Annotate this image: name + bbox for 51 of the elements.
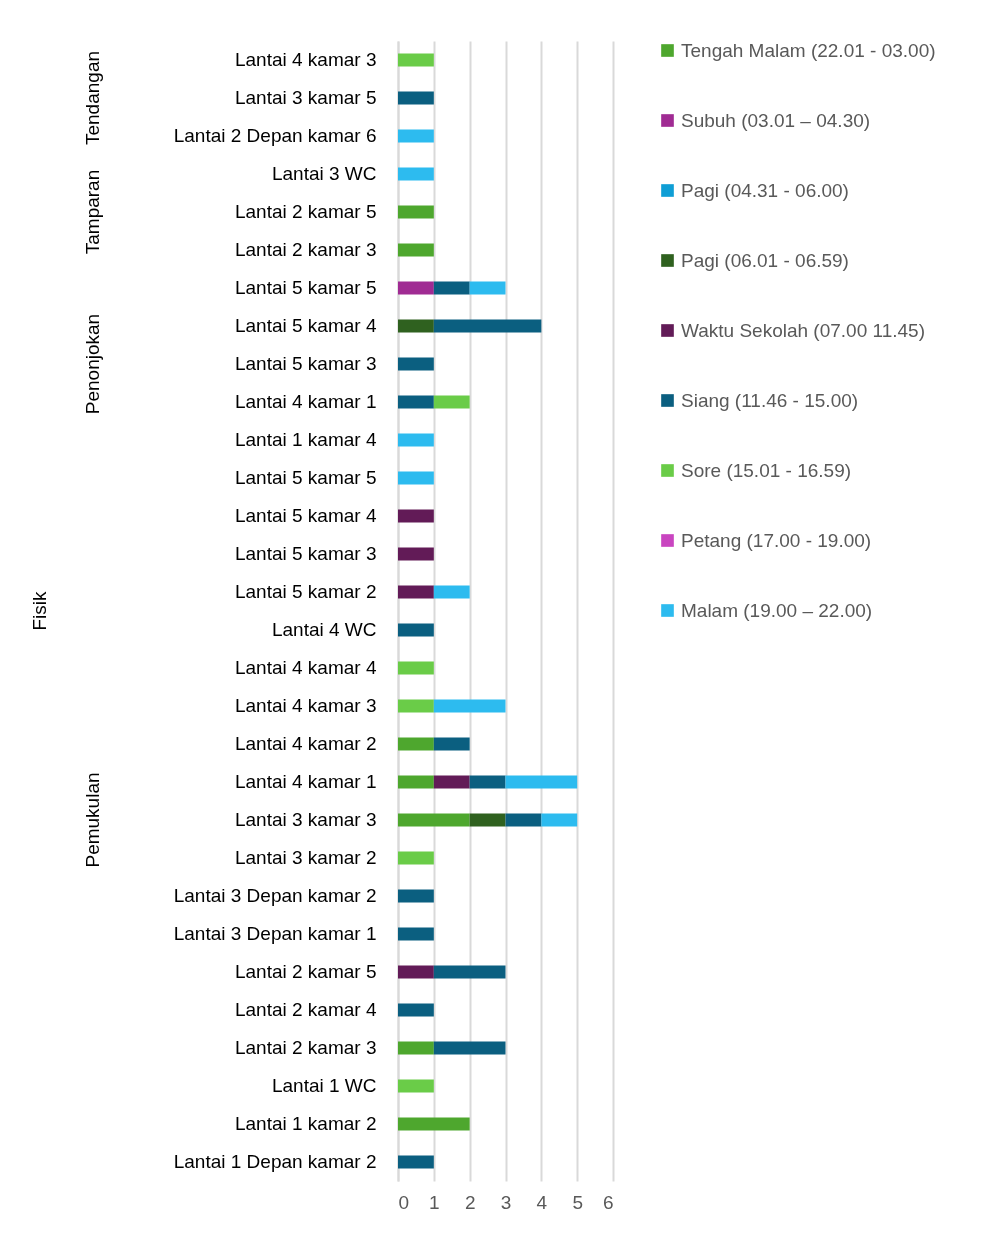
text: Tamparan — [82, 169, 103, 255]
y-tick-label: Lantai 3 Depan kamar 1 — [173, 923, 377, 944]
legend-label: Pagi (04.31 - 06.00) — [681, 179, 849, 201]
y-tick-label: Lantai 4 WC — [271, 619, 377, 640]
x-tick-label: 6 — [602, 1191, 614, 1213]
x-tick-label: 0 — [398, 1191, 410, 1213]
y-tick-label: Lantai 1 kamar 4 — [234, 429, 377, 450]
x-tick-label: 2 — [464, 1191, 476, 1213]
legend-label: Tengah Malam (22.01 - 03.00) — [681, 39, 936, 61]
y-tick-label: Lantai 1 kamar 2 — [234, 1113, 377, 1134]
y-tick-label: Lantai 1 Depan kamar 2 — [173, 1151, 377, 1172]
x-tick-label: 4 — [536, 1191, 548, 1213]
text: Penonjokan — [82, 313, 103, 415]
y-tick-label: Lantai 3 kamar 3 — [234, 809, 377, 830]
y-tick-label: Lantai 3 kamar 2 — [234, 847, 377, 868]
x-tick-label: 3 — [500, 1191, 512, 1213]
legend-label: Subuh (03.01 – 04.30) — [681, 109, 871, 131]
y-tick-label: Lantai 2 kamar 3 — [234, 239, 377, 260]
y-tick-label: Lantai 5 kamar 5 — [234, 467, 377, 488]
y-tick-label: Lantai 2 kamar 5 — [234, 201, 377, 222]
legend-label: Malam (19.00 – 22.00) — [681, 599, 873, 621]
text: Pemukulan — [82, 772, 103, 868]
y-tick-label: Lantai 4 kamar 1 — [234, 771, 377, 792]
legend-label: Sore (15.01 - 16.59) — [681, 459, 852, 481]
y-tick-label: Lantai 4 kamar 1 — [234, 391, 377, 412]
y-tick-label: Lantai 5 kamar 5 — [234, 277, 377, 298]
legend-label: Siang (11.46 - 15.00) — [681, 389, 859, 411]
y-tick-label: Lantai 3 WC — [271, 163, 377, 184]
y-tick-label: Lantai 1 WC — [271, 1075, 377, 1096]
y-tick-label: Lantai 5 kamar 3 — [234, 543, 377, 564]
y-tick-label: Lantai 4 kamar 2 — [234, 733, 377, 754]
y-tick-label: Lantai 4 kamar 4 — [234, 657, 377, 678]
y-tick-label: Lantai 3 kamar 5 — [234, 87, 377, 108]
y-tick-label: Lantai 2 kamar 5 — [234, 961, 377, 982]
y-tick-label: Lantai 4 kamar 3 — [234, 695, 377, 716]
y-tick-label: Lantai 4 kamar 3 — [234, 49, 377, 70]
x-tick-label: 5 — [572, 1191, 583, 1213]
y-tick-label: Lantai 5 kamar 3 — [234, 353, 377, 374]
legend-label: Waktu Sekolah (07.00 11.45) — [681, 319, 925, 341]
y-tick-label: Lantai 2 Depan kamar 6 — [173, 125, 377, 146]
y-tick-label: Lantai 5 kamar 4 — [234, 315, 377, 336]
y-tick-label: Lantai 5 kamar 2 — [234, 581, 377, 602]
legend-label: Pagi (06.01 - 06.59) — [681, 249, 849, 271]
text: Tendangan — [82, 50, 103, 146]
y-tick-label: Lantai 3 Depan kamar 2 — [173, 885, 377, 906]
y-tick-label: Lantai 2 kamar 4 — [234, 999, 377, 1020]
text: Fisik — [29, 590, 50, 631]
x-tick-label: 1 — [429, 1191, 440, 1213]
y-tick-label: Lantai 2 kamar 3 — [234, 1037, 377, 1058]
y-tick-label: Lantai 5 kamar 4 — [234, 505, 377, 526]
legend-label: Petang (17.00 - 19.00) — [681, 529, 872, 551]
